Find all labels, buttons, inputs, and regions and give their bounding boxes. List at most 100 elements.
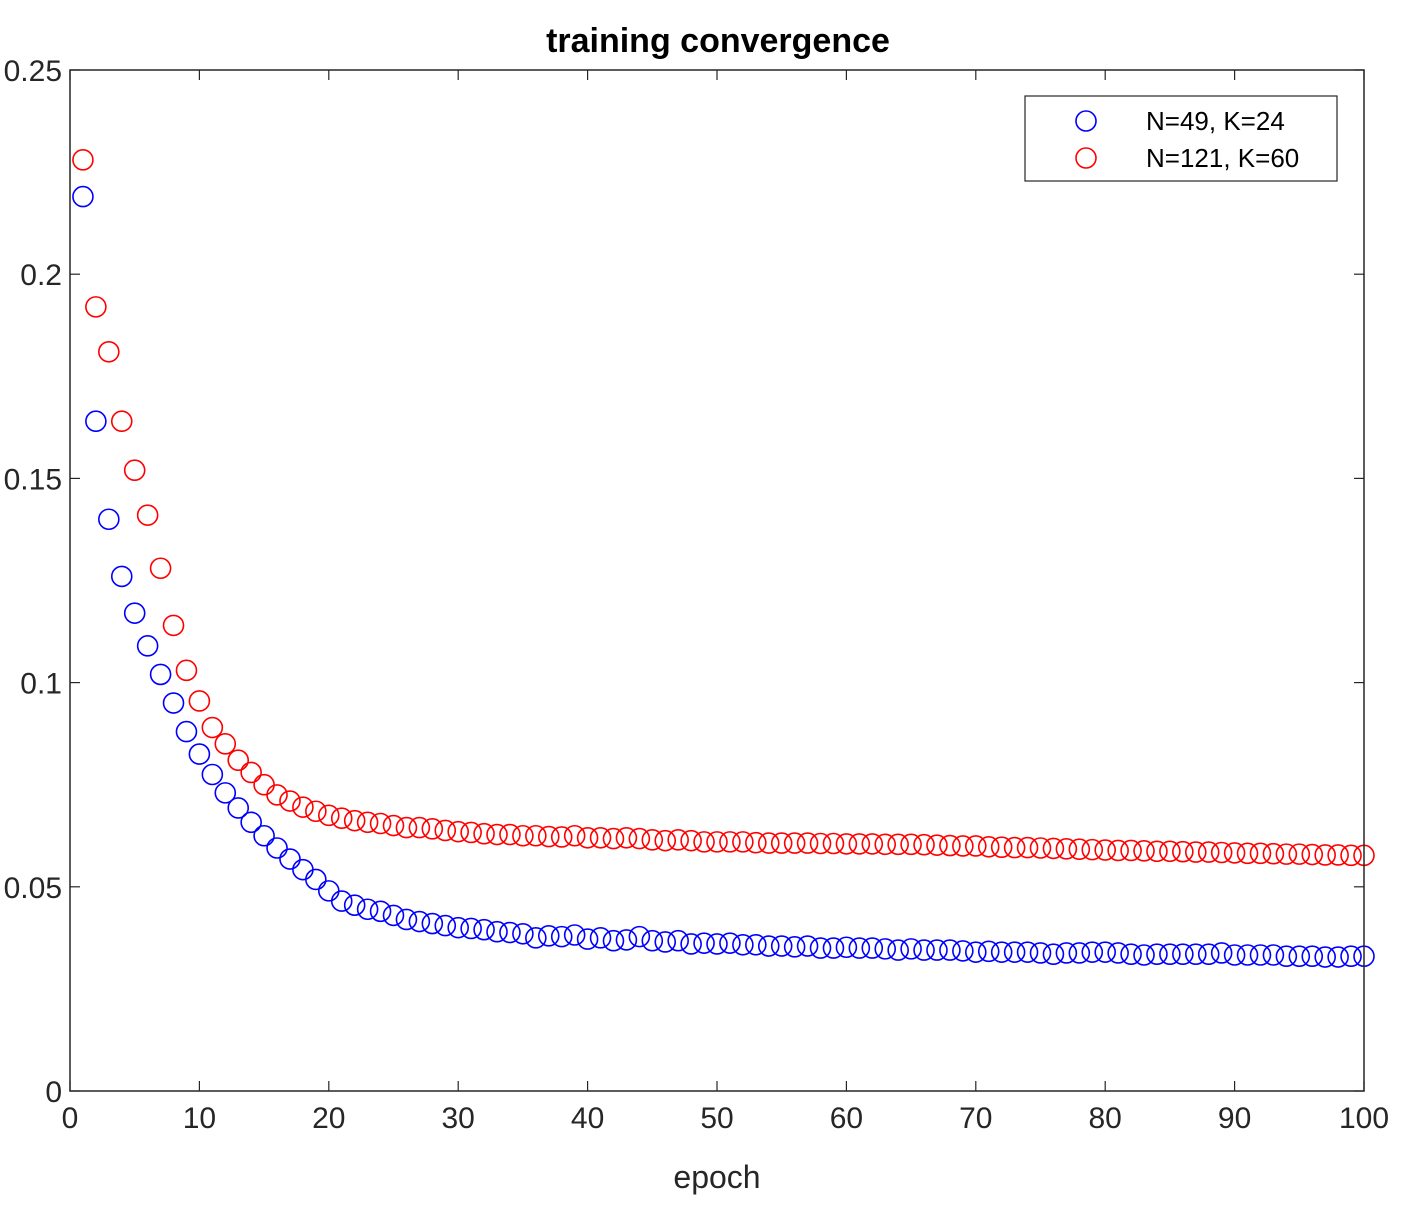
data-point-series-2 — [615, 826, 638, 849]
data-point-series-2 — [1094, 839, 1116, 861]
data-point-series-2 — [305, 800, 327, 823]
data-point-series-2 — [421, 818, 444, 840]
data-point-series-2 — [525, 824, 547, 847]
data-point-series-2 — [1327, 844, 1349, 866]
data-point-series-2 — [1172, 840, 1194, 863]
data-point-series-1 — [266, 837, 288, 859]
data-point-series-2 — [1133, 840, 1155, 862]
data-point-series-1 — [460, 917, 482, 940]
data-point-series-2 — [835, 833, 858, 855]
data-point-series-1 — [1223, 944, 1246, 966]
data-point-series-1 — [369, 900, 392, 923]
data-point-series-1 — [305, 868, 327, 891]
data-point-series-2 — [240, 761, 262, 784]
data-point-series-1 — [1210, 942, 1233, 964]
data-point-series-1 — [757, 935, 780, 957]
data-point-series-1 — [952, 940, 974, 962]
data-point-series-2 — [1159, 840, 1181, 863]
data-point-series-2 — [1029, 837, 1052, 859]
data-point-series-1 — [214, 782, 237, 804]
data-point-series-1 — [990, 941, 1013, 963]
data-point-series-2 — [175, 659, 198, 682]
data-point-series-2 — [809, 832, 832, 855]
y-tick-label: 0.1 — [20, 668, 62, 701]
data-point-series-2 — [770, 832, 793, 854]
data-point-series-1 — [1029, 942, 1052, 964]
data-point-series-2 — [123, 459, 146, 482]
x-tick-label: 100 — [1339, 1102, 1389, 1135]
data-point-series-2 — [602, 827, 625, 850]
data-point-series-1 — [680, 933, 702, 955]
data-point-series-1 — [1068, 942, 1091, 964]
data-point-series-2 — [1210, 841, 1233, 864]
data-point-series-2 — [1016, 836, 1039, 859]
data-point-series-1 — [253, 824, 275, 847]
data-point-series-1 — [201, 763, 224, 786]
data-point-series-1 — [499, 921, 521, 944]
data-point-series-1 — [732, 933, 754, 956]
data-point-series-1 — [654, 931, 677, 953]
data-point-series-2 — [1184, 841, 1207, 863]
data-point-series-1 — [1236, 944, 1259, 966]
data-point-series-2 — [1249, 842, 1272, 865]
data-point-series-1 — [926, 939, 948, 961]
data-point-series-1 — [576, 928, 599, 950]
data-point-series-2 — [848, 833, 871, 855]
data-point-series-1 — [123, 602, 146, 624]
data-point-series-2 — [952, 835, 974, 857]
data-point-series-2 — [1340, 844, 1362, 867]
data-point-series-1 — [175, 720, 198, 743]
data-point-series-1 — [317, 880, 340, 902]
y-tick-label: 0 — [45, 1076, 62, 1109]
data-point-series-1 — [887, 939, 909, 961]
data-point-series-1 — [706, 933, 728, 955]
data-point-series-2 — [576, 826, 599, 849]
data-point-series-2 — [499, 823, 521, 846]
data-point-series-1 — [900, 938, 922, 960]
y-tick-label: 0.2 — [20, 259, 62, 292]
data-point-series-2 — [1068, 838, 1091, 861]
data-point-series-2 — [395, 816, 418, 839]
data-point-series-1 — [719, 932, 741, 954]
data-point-series-2 — [926, 834, 948, 856]
data-point-series-1 — [1146, 943, 1168, 965]
data-point-series-2 — [460, 821, 482, 844]
data-point-series-1 — [227, 797, 250, 819]
data-point-series-2 — [693, 831, 715, 853]
data-point-series-2 — [719, 831, 741, 853]
data-point-series-2 — [589, 826, 612, 849]
legend-marker-series-1 — [1075, 110, 1097, 132]
data-point-series-1 — [1159, 943, 1181, 965]
x-tick-label: 10 — [183, 1102, 216, 1135]
data-point-series-1 — [615, 929, 638, 951]
legend: N=49, K=24 N=121, K=60 — [1024, 95, 1338, 182]
data-point-series-2 — [1288, 843, 1311, 865]
data-point-series-2 — [1236, 842, 1259, 865]
data-point-series-2 — [757, 832, 780, 854]
data-point-series-1 — [1094, 941, 1116, 963]
data-point-series-2 — [822, 832, 845, 855]
data-point-series-2 — [110, 410, 133, 433]
legend-label-series-2: N=121, K=60 — [1146, 143, 1299, 173]
data-point-series-1 — [770, 935, 793, 957]
data-point-series-2 — [861, 833, 884, 855]
data-point-series-2 — [900, 833, 922, 856]
data-point-series-1 — [939, 939, 961, 961]
data-point-series-2 — [330, 807, 353, 829]
data-point-series-2 — [1262, 842, 1285, 865]
data-point-series-2 — [317, 804, 340, 827]
data-point-series-2 — [1197, 841, 1220, 863]
data-point-series-1 — [693, 932, 715, 954]
data-point-series-1 — [964, 941, 987, 963]
data-point-series-1 — [589, 927, 612, 949]
data-point-series-2 — [1120, 839, 1142, 862]
data-point-series-2 — [964, 835, 987, 857]
data-point-series-2 — [1314, 844, 1336, 866]
data-point-series-2 — [1055, 838, 1078, 860]
data-point-series-2 — [913, 833, 935, 856]
data-point-series-2 — [162, 614, 185, 637]
data-point-series-2 — [783, 832, 806, 854]
data-point-series-1 — [1262, 944, 1285, 966]
data-point-series-2 — [434, 819, 457, 842]
